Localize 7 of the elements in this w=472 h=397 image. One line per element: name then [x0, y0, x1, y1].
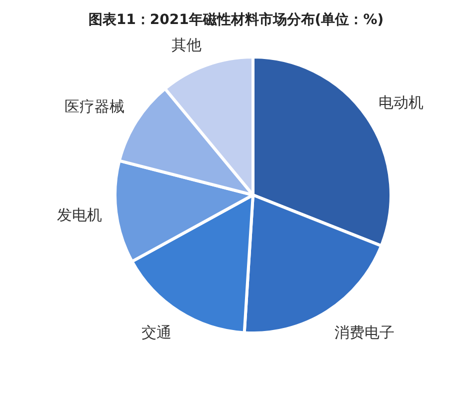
- slice-label: 电动机: [378, 94, 424, 112]
- slice-label: 消费电子: [334, 323, 394, 342]
- slice-label: 医疗器械: [64, 98, 125, 116]
- slice-label: 其他: [172, 36, 202, 54]
- slice-label: 交通: [142, 323, 172, 342]
- chart-title: 图表11：2021年磁性材料市场分布(单位：%): [88, 11, 384, 28]
- slice-label: 发电机: [57, 206, 102, 224]
